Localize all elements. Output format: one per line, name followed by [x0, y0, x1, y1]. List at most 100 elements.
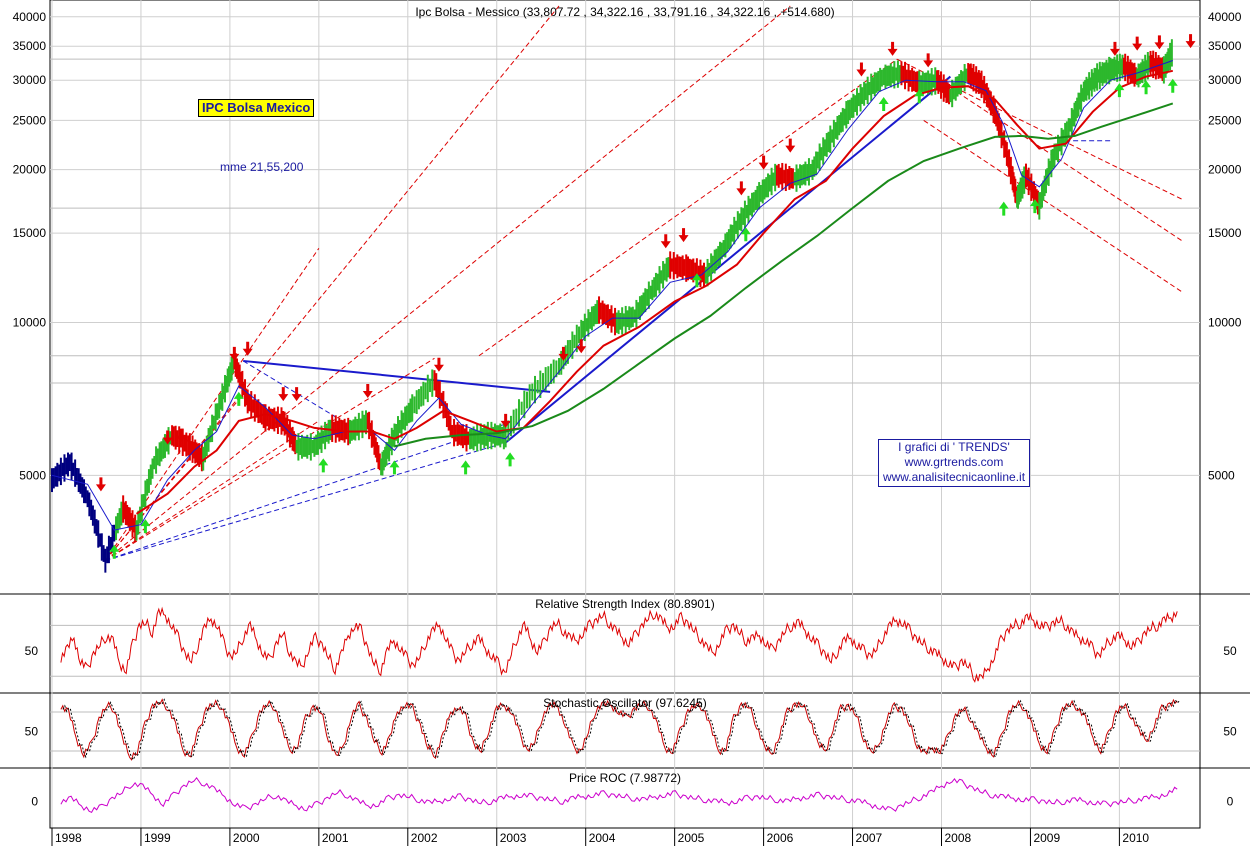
buy-arrow	[109, 544, 120, 559]
stochastic-signal-line	[62, 698, 1180, 761]
sell-arrow	[856, 62, 867, 77]
buy-arrow	[505, 452, 516, 467]
trendline	[105, 5, 791, 561]
trendline	[923, 119, 1182, 293]
sell-arrow	[175, 428, 186, 443]
x-tick-label: 2006	[767, 831, 794, 845]
sell-arrow	[278, 387, 289, 402]
trendline	[243, 359, 551, 393]
buy-arrow	[1141, 80, 1152, 95]
trendline	[505, 75, 952, 444]
y-tick-label-left: 20000	[13, 163, 47, 177]
series-line-ema200	[394, 102, 1174, 448]
stochastic-title: Stochastic Oscillator (97.6245)	[543, 696, 706, 710]
mme-label: mme 21,55,200	[220, 160, 304, 174]
credit-line-3: www.analisitecnicaonline.it	[882, 470, 1026, 484]
buy-arrow	[233, 391, 244, 406]
trendline	[105, 357, 435, 561]
sell-arrow	[1185, 34, 1196, 49]
sell-arrow	[433, 357, 444, 372]
x-tick-label: 2002	[411, 831, 438, 845]
sell-arrow	[242, 341, 253, 356]
stochastic-line	[60, 698, 1178, 761]
y-tick-label-right: 5000	[1208, 468, 1235, 482]
y-tick-label-right: 40000	[1208, 10, 1242, 24]
sell-arrow	[576, 339, 587, 354]
chart-title: Ipc Bolsa - Messico (33,807.72 , 34,322.…	[415, 5, 834, 19]
x-tick-label: 2010	[1122, 831, 1149, 845]
price-roc-y-tick-right: 0	[1227, 794, 1234, 808]
rsi-y-tick-left: 50	[25, 644, 39, 658]
buy-arrow	[389, 460, 400, 475]
trendline	[242, 360, 337, 418]
sell-arrow	[291, 387, 302, 402]
y-tick-label-left: 10000	[13, 315, 47, 329]
credit-box: I grafici di ' TRENDS' www.grtrends.com …	[878, 439, 1030, 487]
trendline	[950, 87, 1182, 241]
y-tick-label-left: 30000	[13, 73, 47, 87]
y-tick-label-right: 30000	[1208, 73, 1242, 87]
buy-arrow	[914, 89, 925, 104]
credit-line-1: I grafici di ' TRENDS'	[898, 440, 1010, 454]
x-tick-label: 2008	[944, 831, 971, 845]
y-tick-label-left: 35000	[13, 39, 47, 53]
sell-arrow	[162, 430, 173, 445]
sell-arrow	[1154, 35, 1165, 50]
y-tick-label-right: 15000	[1208, 226, 1242, 240]
x-tick-label: 1998	[55, 831, 82, 845]
trendline	[105, 442, 506, 561]
x-tick-label: 2001	[322, 831, 349, 845]
x-tick-label: 2009	[1033, 831, 1060, 845]
sell-arrow	[785, 138, 796, 153]
buy-arrow	[691, 273, 702, 288]
buy-arrow	[140, 519, 151, 534]
stochastic-y-tick-right: 50	[1223, 725, 1237, 739]
buy-arrow	[460, 460, 471, 475]
buy-arrow	[878, 96, 889, 111]
y-tick-label-left: 15000	[13, 226, 47, 240]
rsi-y-tick-right: 50	[1223, 644, 1237, 658]
trendline	[478, 58, 898, 357]
buy-arrow	[318, 458, 329, 473]
buy-arrow	[1114, 83, 1125, 98]
buy-arrow	[998, 201, 1009, 216]
x-tick-label: 2003	[500, 831, 527, 845]
trendline	[104, 247, 320, 561]
sell-arrow	[362, 384, 373, 399]
price-roc-y-tick-left: 0	[31, 794, 38, 808]
sell-arrow	[1109, 41, 1120, 56]
stochastic-y-tick-left: 50	[25, 725, 39, 739]
trendline	[104, 5, 560, 561]
y-tick-label-left: 25000	[13, 113, 47, 127]
series-line-ema21	[51, 60, 1173, 531]
sell-arrow	[678, 228, 689, 243]
ipc-label-box: IPC Bolsa Mexico	[198, 99, 315, 117]
sell-arrow	[736, 181, 747, 196]
rsi-title: Relative Strength Index (80.8901)	[535, 597, 714, 611]
trendline	[105, 420, 320, 561]
x-tick-label: 2004	[589, 831, 616, 845]
sell-arrow	[923, 53, 934, 68]
sell-arrow	[558, 346, 569, 361]
x-tick-label: 2000	[233, 831, 260, 845]
sell-arrow	[887, 41, 898, 56]
sell-arrow	[229, 346, 240, 361]
price-roc-title: Price ROC (7.98772)	[569, 771, 681, 785]
x-tick-label: 2005	[678, 831, 705, 845]
y-tick-label-left: 40000	[13, 10, 47, 24]
x-tick-label: 2007	[856, 831, 883, 845]
buy-arrow	[1167, 78, 1178, 93]
x-tick-label: 1999	[144, 831, 171, 845]
sell-arrow	[1132, 36, 1143, 51]
buy-arrow	[1029, 199, 1040, 214]
sell-arrow	[95, 477, 106, 492]
y-tick-label-left: 5000	[19, 468, 46, 482]
price-roc-line	[60, 776, 1178, 814]
credit-line-2: www.grtrends.com	[904, 455, 1004, 469]
y-tick-label-right: 20000	[1208, 163, 1242, 177]
y-tick-label-right: 10000	[1208, 315, 1242, 329]
sell-arrow	[500, 413, 511, 428]
